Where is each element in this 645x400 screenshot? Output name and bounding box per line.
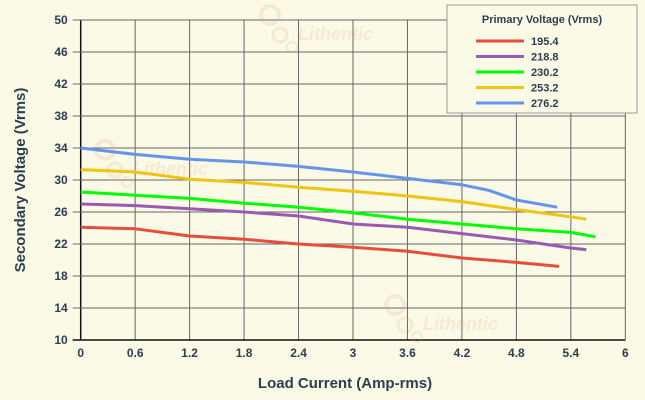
x-tick-label: 4.2 (454, 346, 471, 360)
legend-box (446, 4, 638, 114)
y-tick-label: 50 (54, 13, 68, 27)
y-tick-label: 38 (54, 109, 68, 123)
y-tick-label: 14 (54, 301, 68, 315)
svg-text:Lithentic: Lithentic (423, 314, 498, 334)
x-tick-label: 6 (622, 346, 629, 360)
x-tick-label: 5.4 (562, 346, 579, 360)
x-tick-label: 1.2 (181, 346, 198, 360)
y-tick-label: 46 (54, 45, 68, 59)
x-tick-label: 3.6 (399, 346, 416, 360)
y-tick-label: 22 (54, 237, 68, 251)
y-tick-label: 18 (54, 269, 68, 283)
legend-title: Primary Voltage (Vrms) (482, 14, 603, 26)
watermark-logo: Lithentic (259, 4, 373, 53)
svg-text:Lithentic: Lithentic (298, 24, 373, 44)
x-tick-label: 3 (350, 346, 357, 360)
legend-item-label: 276.2 (531, 98, 559, 110)
legend: Primary Voltage (Vrms) 195.4 218.8 230.2 25… (446, 4, 638, 114)
series-line-253.2 (80, 168, 587, 221)
x-tick-label: 4.8 (508, 346, 525, 360)
y-tick-label: 10 (54, 333, 68, 347)
y-tick-label: 34 (54, 141, 68, 155)
legend-item-label: 253.2 (531, 83, 559, 95)
x-tick-label: 2.4 (290, 346, 307, 360)
series-line-276.2 (80, 146, 558, 209)
legend-item-label: 218.8 (531, 52, 559, 64)
y-tick-label: 30 (54, 173, 68, 187)
series-line-230.2 (80, 190, 596, 239)
x-tick-label: 0.6 (127, 346, 144, 360)
watermark-logo: Lithentic (384, 294, 498, 343)
y-axis-label: Secondary Voltage (Vrms) (12, 88, 29, 273)
x-tick-label: 1.8 (236, 346, 253, 360)
y-tick-label: 42 (54, 77, 68, 91)
legend-item-label: 230.2 (531, 67, 559, 79)
y-tick-label: 26 (54, 205, 68, 219)
x-axis-label: Load Current (Amp-rms) (258, 375, 432, 392)
series-line-195.4 (80, 225, 560, 268)
tick-labels: 0 0.6 1.2 1.8 2.4 3 3.6 4.2 4.8 5.4 6 10 14 18 22 26 30 3… (54, 13, 629, 360)
series-lines (80, 146, 596, 268)
series-line-218.8 (80, 202, 587, 252)
legend-item-label: 195.4 (531, 36, 559, 48)
x-tick-label: 0 (77, 346, 84, 360)
